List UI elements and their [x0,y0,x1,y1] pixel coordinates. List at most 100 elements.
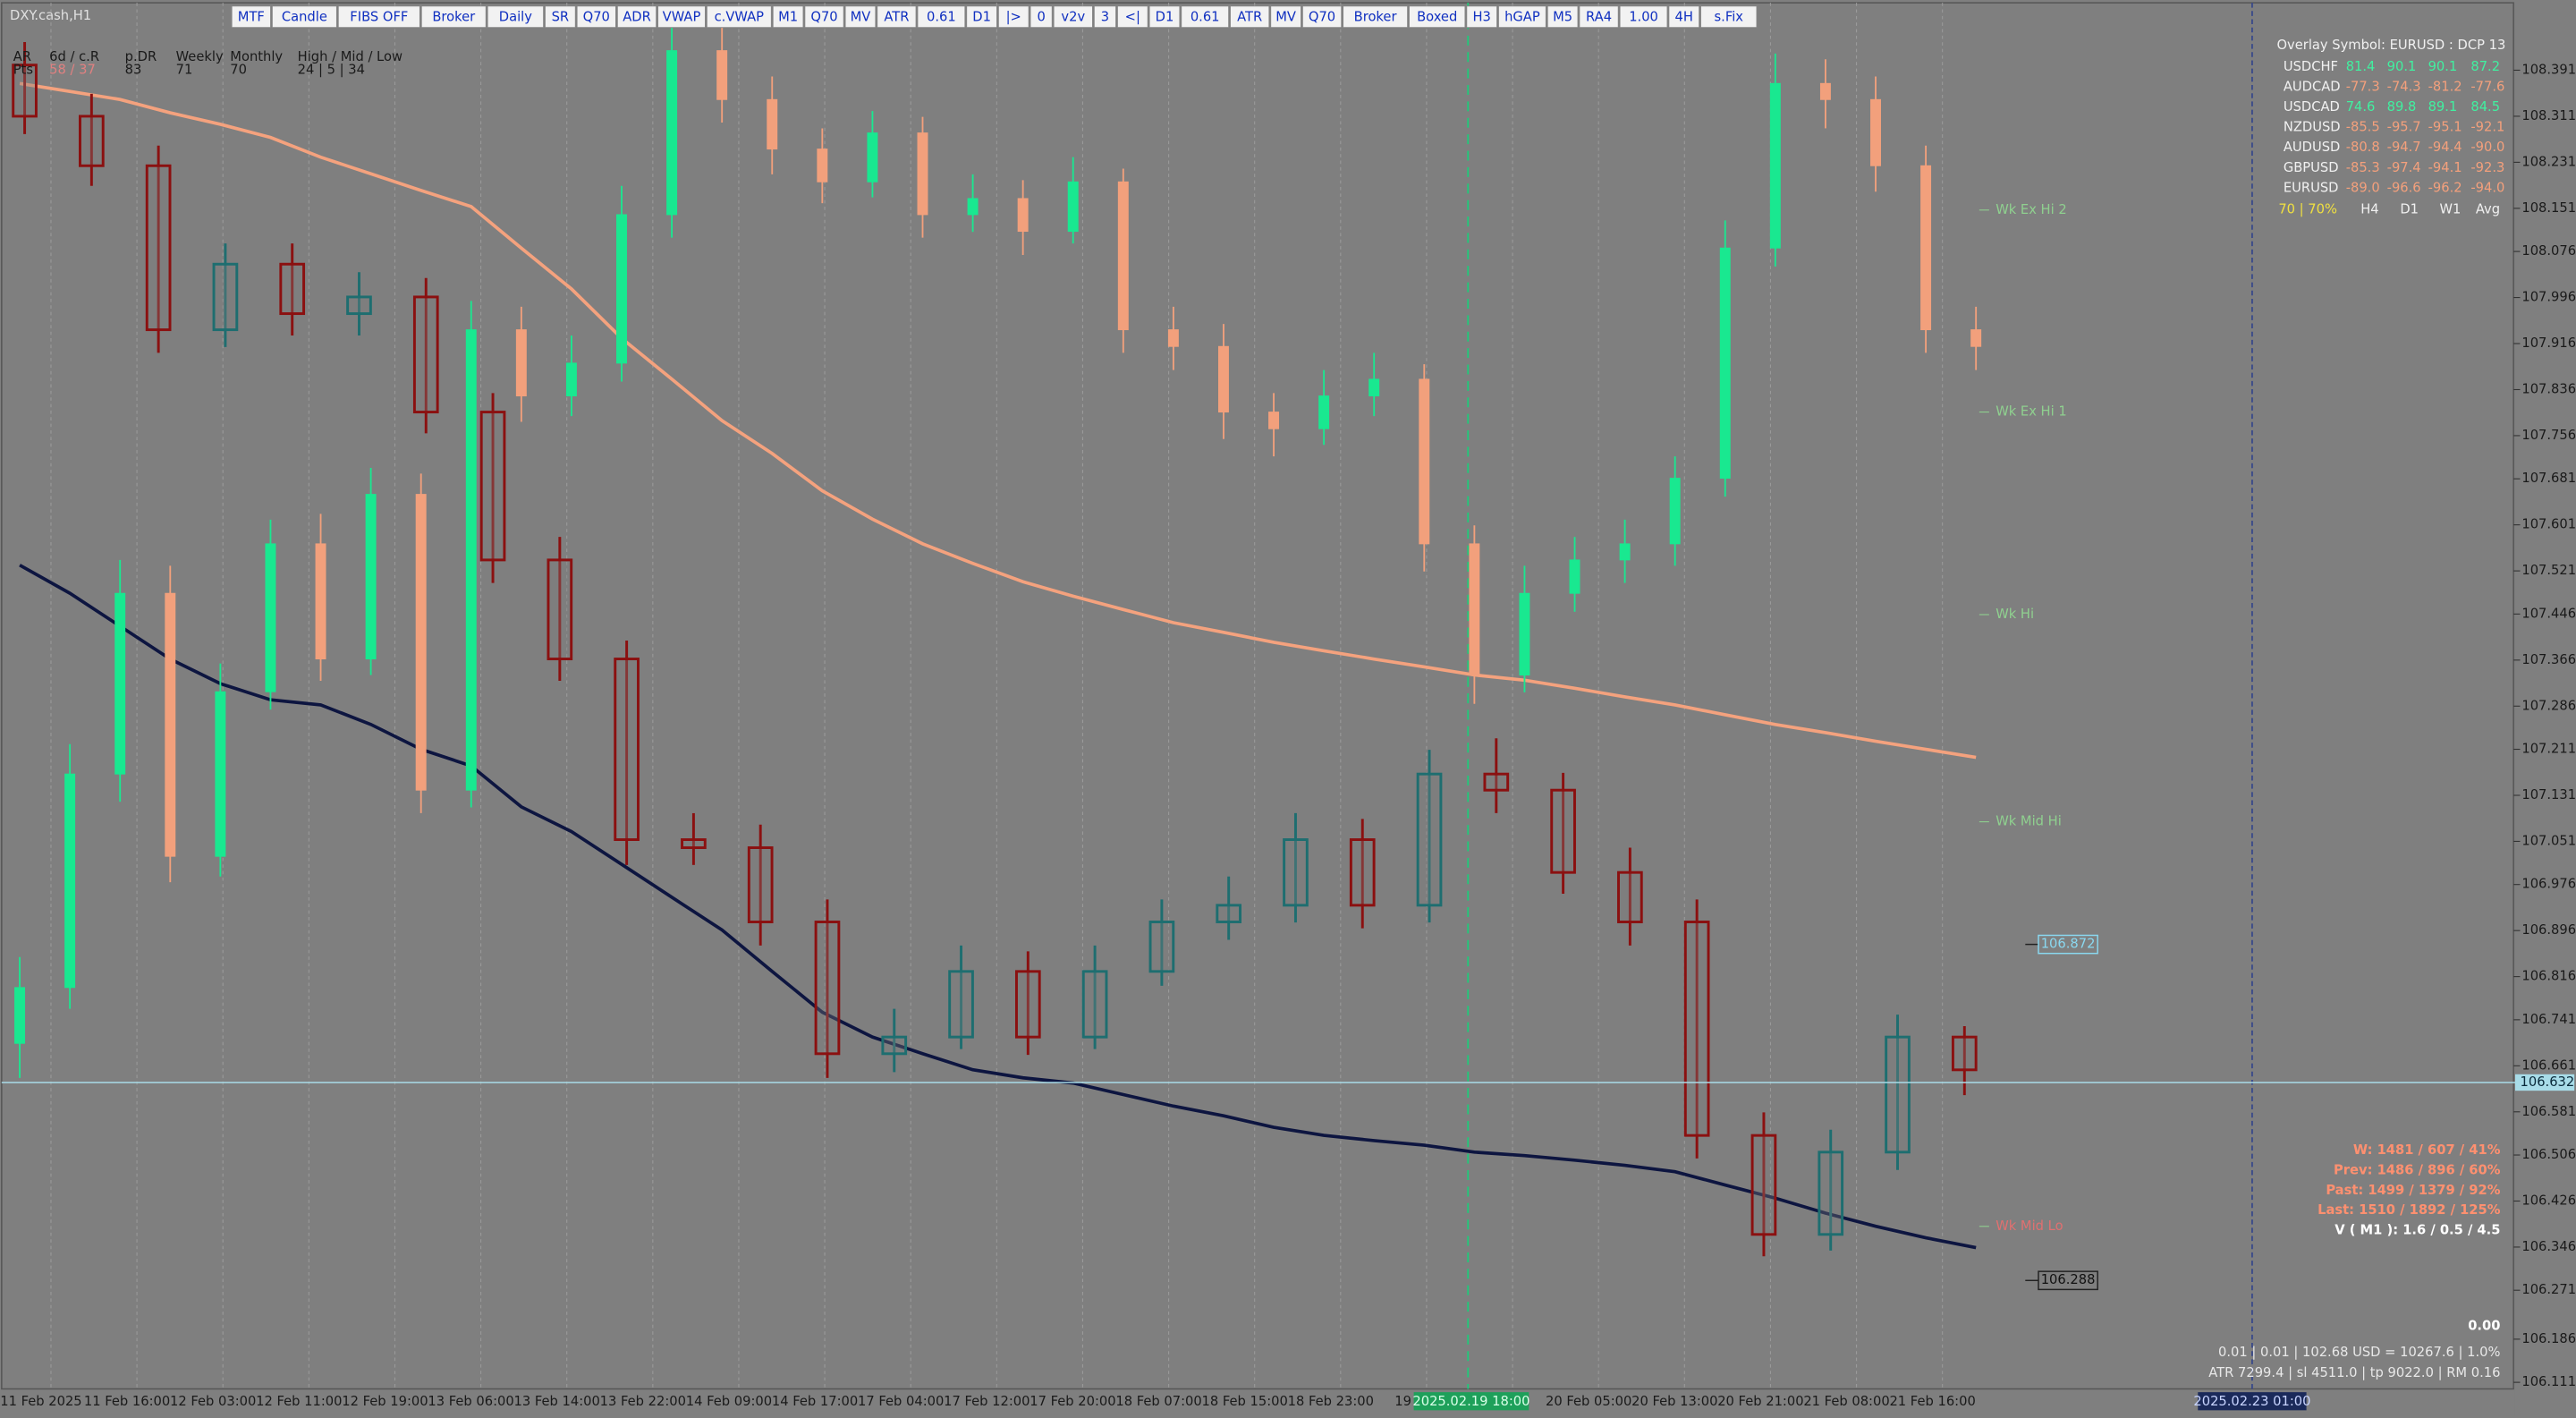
overlay-value: 89.8 [2387,99,2417,115]
toolbar-label[interactable]: VWAP [663,10,701,25]
toolbar-button[interactable] [1579,5,1619,29]
toolbar-button[interactable] [657,5,706,29]
toolbar-button[interactable] [616,5,657,29]
toolbar-button[interactable] [1148,5,1181,29]
y-tick-label: 106.976 [2521,877,2576,892]
toolbar-label[interactable]: ADR [623,10,651,25]
toolbar-button[interactable] [1181,5,1230,29]
candle-body [1483,772,1510,792]
cursor-time: 2025.02.23 01:00 [2193,1394,2310,1409]
y-tick-label: 107.446 [2521,606,2576,621]
y-tick-label: 107.051 [2521,833,2576,848]
y-tick-label: 106.426 [2521,1193,2576,1208]
toolbar-label[interactable]: M5 [1553,10,1572,25]
toolbar-label[interactable]: <| [1125,10,1140,25]
toolbar-label[interactable]: D1 [1156,10,1174,25]
toolbar-button[interactable] [1619,5,1668,29]
candle-body [1750,1134,1777,1236]
toolbar-button[interactable] [804,5,844,29]
toolbar-button[interactable] [231,5,271,29]
toolbar-label[interactable]: SR [552,10,570,25]
toolbar-label[interactable]: c.VWAP [715,10,765,25]
x-tick-label: 13 Feb 14:00 [514,1394,600,1409]
toolbar-button[interactable] [1343,5,1409,29]
candle-body [479,411,506,562]
toolbar-label[interactable]: Boxed [1417,10,1457,25]
toolbar-button[interactable] [1466,5,1498,29]
toolbar-label[interactable]: Q70 [583,10,610,25]
toolbar-button[interactable] [1093,5,1117,29]
level-label: 106.288 [2041,1272,2096,1287]
toolbar-label[interactable]: Q70 [1309,10,1335,25]
toolbar-label[interactable]: 4H [1675,10,1693,25]
toolbar-button[interactable] [706,5,772,29]
toolbar-button[interactable] [1030,5,1053,29]
toolbar-button[interactable] [844,5,877,29]
toolbar-label[interactable]: RA4 [1586,10,1612,25]
toolbar-label[interactable]: Broker [432,10,476,25]
level-box [2038,934,2098,955]
candle-body [681,838,707,849]
toolbar-label[interactable]: 3 [1101,10,1109,25]
toolbar-button[interactable] [772,5,804,29]
toolbar-label[interactable]: s.Fix [1715,10,1744,25]
toolbar-button[interactable] [576,5,616,29]
candle-body [616,214,627,364]
toolbar-button[interactable] [1497,5,1546,29]
candle-body [14,987,26,1044]
stats-header: High / Mid / Low [298,49,402,64]
toolbar-button[interactable] [1668,5,1700,29]
grid-layer [50,3,2521,1389]
y-tick-label: 106.581 [2521,1104,2576,1119]
week-level-label: Wk Hi [1996,607,2034,622]
candle-body [1014,970,1041,1039]
toolbar-button[interactable] [966,5,997,29]
toolbar-button[interactable] [1700,5,1758,29]
toolbar-label[interactable]: v2v [1061,10,1085,25]
y-tick-label: 108.391 [2521,62,2576,77]
toolbar-label[interactable]: D1 [972,10,991,25]
toolbar-button[interactable] [1546,5,1579,29]
toolbar-label[interactable]: FIBS OFF [350,10,408,25]
toolbar-label[interactable]: MV [1275,10,1296,25]
toolbar-button[interactable] [1270,5,1301,29]
toolbar-label[interactable]: MTF [238,10,265,25]
overlay-value: -94.1 [2428,160,2462,175]
toolbar-button[interactable] [1053,5,1093,29]
toolbar-button[interactable] [337,5,420,29]
toolbar-button[interactable] [420,5,487,29]
toolbar-button[interactable] [997,5,1030,29]
overlay-symbol: NZDUSD [2284,120,2341,135]
x-tick-label: 18 Feb 07:00 [1115,1394,1201,1409]
toolbar-label[interactable]: ATR [1237,10,1262,25]
toolbar-label[interactable]: H3 [1472,10,1490,25]
toolbar-button[interactable] [487,5,545,29]
toolbar-label[interactable]: Broker [1354,10,1398,25]
toolbar-button[interactable] [1116,5,1148,29]
toolbar-label[interactable]: 1.00 [1629,10,1658,25]
toolbar-button[interactable] [1408,5,1466,29]
toolbar-label[interactable]: Q70 [810,10,837,25]
toolbar-button[interactable] [1230,5,1270,29]
toolbar-label[interactable]: MV [851,10,871,25]
overlay-title: Overlay Symbol: EURUSD : DCP 13 [2277,38,2506,53]
toolbar-label[interactable]: |> [1006,10,1021,25]
toolbar-label[interactable]: Daily [499,10,532,25]
toolbar-button[interactable] [544,5,576,29]
candle-body [515,329,527,397]
candle-body [465,329,477,791]
toolbar-button[interactable] [877,5,917,29]
toolbar-label[interactable]: hGAP [1504,10,1540,25]
toolbar-button[interactable] [917,5,966,29]
toolbar-label[interactable]: ATR [884,10,909,25]
candle-body [1067,181,1079,233]
toolbar-label[interactable]: M1 [778,10,798,25]
toolbar-label[interactable]: 0 [1037,10,1045,25]
toolbar-button[interactable] [271,5,337,29]
toolbar-label[interactable]: 0.61 [1191,10,1220,25]
overlay-value: -80.8 [2346,140,2380,155]
toolbar-button[interactable] [1301,5,1343,29]
toolbar-label[interactable]: 0.61 [927,10,956,25]
toolbar-label[interactable]: Candle [282,10,327,25]
